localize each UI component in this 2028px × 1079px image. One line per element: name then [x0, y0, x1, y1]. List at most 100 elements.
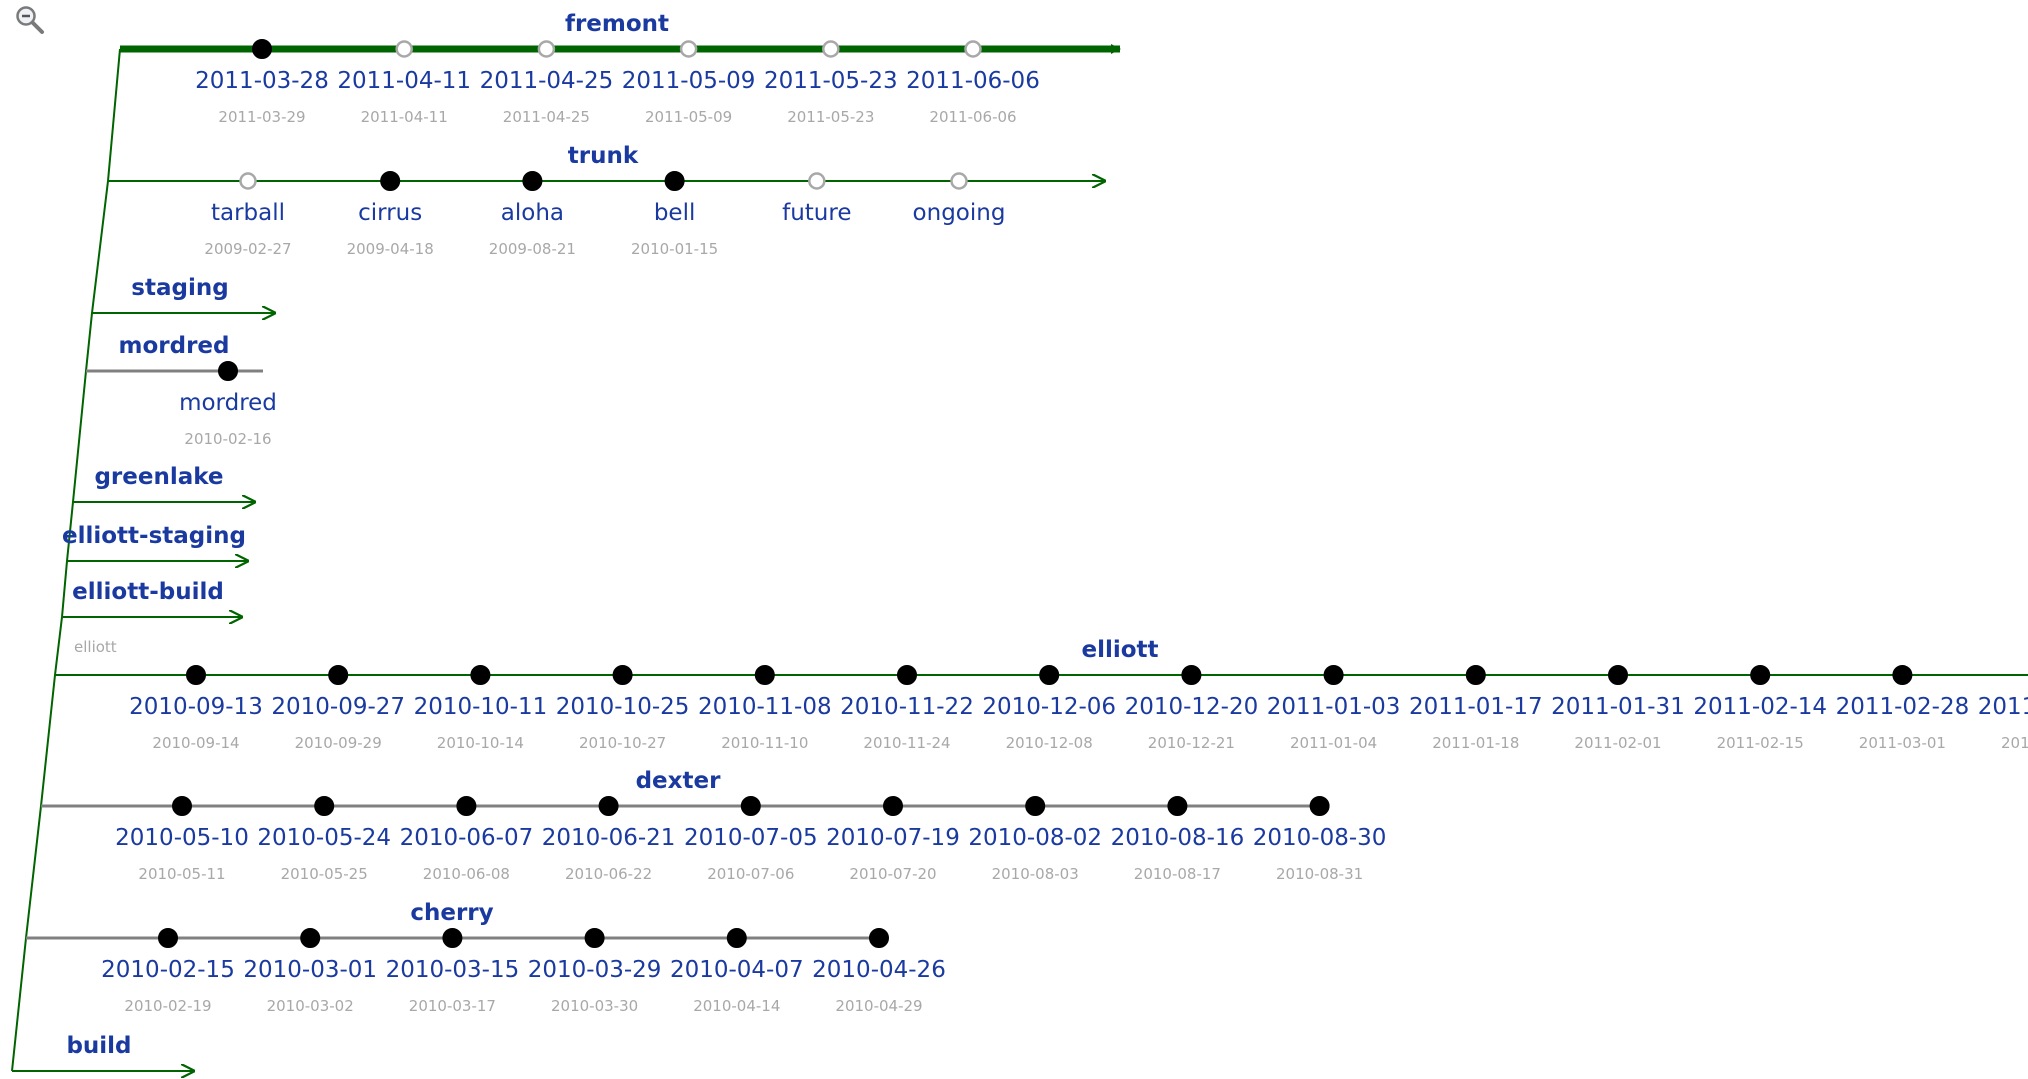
milestone-2010-03-29[interactable]: 2010-03-29 2010-03-30: [528, 928, 662, 1016]
branch-name-label[interactable]: elliott-staging: [62, 523, 246, 549]
milestone-node-filled[interactable]: [1039, 665, 1060, 685]
milestone-label[interactable]: 2011-02-28: [1836, 694, 1970, 720]
milestone-node-filled[interactable]: [584, 928, 605, 948]
branch-name-label[interactable]: elliott: [1081, 637, 1158, 663]
milestone-2010-04-26[interactable]: 2010-04-26 2010-04-29: [812, 928, 946, 1016]
milestone-label[interactable]: aloha: [501, 200, 564, 226]
milestone-2010-03-15[interactable]: 2010-03-15 2010-03-17: [386, 928, 520, 1016]
milestone-label[interactable]: 2010-11-08: [698, 694, 832, 720]
milestone-2010-11-22[interactable]: 2010-11-22 2010-11-24: [840, 665, 974, 753]
milestone-node-filled[interactable]: [754, 665, 775, 685]
milestone-node-filled[interactable]: [186, 665, 206, 685]
milestone-2010-04-07[interactable]: 2010-04-07 2010-04-14: [670, 928, 804, 1016]
milestone-bell[interactable]: bell 2010-01-15: [631, 171, 718, 259]
milestone-2010-06-07[interactable]: 2010-06-07 2010-06-08: [400, 796, 534, 884]
milestone-node-open[interactable]: [822, 40, 840, 58]
milestone-label[interactable]: 2010-09-13: [129, 694, 263, 720]
milestone-2010-09-27[interactable]: 2010-09-27 2010-09-29: [271, 665, 405, 753]
milestone-label[interactable]: 2010-03-15: [386, 957, 520, 983]
milestone-node-filled[interactable]: [897, 665, 917, 685]
milestone-2011-04-25[interactable]: 2011-04-25 2011-04-25: [480, 40, 614, 127]
milestone-label[interactable]: 2011-04-11: [337, 68, 471, 94]
milestone-2011-02-28[interactable]: 2011-02-28 2011-03-01: [1836, 665, 1970, 753]
milestone-2010-08-16[interactable]: 2010-08-16 2010-08-17: [1111, 796, 1245, 884]
milestone-future[interactable]: future: [782, 172, 851, 227]
milestone-label[interactable]: future: [782, 200, 851, 226]
milestone-label[interactable]: 2010-04-07: [670, 957, 804, 983]
branch-name-label[interactable]: fremont: [565, 11, 669, 37]
milestone-2010-08-30[interactable]: 2010-08-30 2010-08-31: [1253, 796, 1387, 884]
milestone-node-filled[interactable]: [456, 796, 477, 816]
branch-trunk[interactable]: trunk tarball 2009-02-27 cirrus 2009-04-18 al…: [108, 143, 1106, 258]
milestone-2010-02-15[interactable]: 2010-02-15 2010-02-19: [101, 928, 235, 1016]
milestone-label[interactable]: 2010-08-02: [968, 825, 1102, 851]
milestone-label[interactable]: 2010-07-05: [684, 825, 818, 851]
branch-name-label[interactable]: cherry: [410, 900, 493, 926]
milestone-2011-03-28[interactable]: 2011-03-28 2011-03-29: [195, 39, 329, 127]
milestone-label[interactable]: 2011-05-09: [622, 68, 756, 94]
milestone-2010-03-01[interactable]: 2010-03-01 2010-03-02: [243, 928, 377, 1016]
branch-greenlake[interactable]: greenlake: [73, 464, 256, 502]
milestone-node-filled[interactable]: [1608, 665, 1628, 685]
milestone-node-filled[interactable]: [328, 665, 349, 685]
milestone-label[interactable]: 2011-01-31: [1551, 694, 1685, 720]
milestone-label[interactable]: 2011-04-25: [480, 68, 614, 94]
milestone-label[interactable]: 2010-02-15: [101, 957, 235, 983]
milestone-label[interactable]: 2010-03-01: [243, 957, 377, 983]
milestone-2010-05-10[interactable]: 2010-05-10 2010-05-11: [115, 796, 249, 884]
milestone-node-filled[interactable]: [1167, 796, 1188, 816]
milestone-label[interactable]: 2010-03-29: [528, 957, 662, 983]
milestone-2011-03-14[interactable]: 2011-03-14 2011-03-15: [1978, 666, 2028, 753]
milestone-node-filled[interactable]: [172, 796, 192, 816]
milestone-node-filled[interactable]: [522, 171, 543, 191]
branch-elliott[interactable]: elliottelliott2010-09-132010-09-142010-0…: [55, 637, 2028, 752]
milestone-node-filled[interactable]: [883, 796, 903, 816]
zoom-out-icon[interactable]: [14, 4, 46, 36]
milestone-2011-04-11[interactable]: 2011-04-11 2011-04-11: [337, 40, 471, 127]
branch-name-label[interactable]: greenlake: [94, 464, 223, 490]
milestone-label[interactable]: 2011-01-03: [1267, 694, 1401, 720]
milestone-node-filled[interactable]: [380, 171, 401, 191]
milestone-node-filled[interactable]: [470, 665, 491, 685]
branch-fremont[interactable]: fremont2011-03-282011-03-292011-04-11201…: [120, 11, 1121, 127]
branch-name-label[interactable]: staging: [131, 275, 228, 301]
milestone-2010-12-20[interactable]: 2010-12-20 2010-12-21: [1125, 665, 1259, 753]
milestone-label[interactable]: 2010-05-24: [257, 825, 391, 851]
milestone-2010-11-08[interactable]: 2010-11-08 2010-11-10: [698, 665, 832, 753]
milestone-node-filled[interactable]: [218, 361, 238, 381]
branch-name-label[interactable]: trunk: [568, 143, 639, 169]
branch-mordred[interactable]: mordred mordred 2010-02-16: [86, 333, 277, 448]
milestone-2010-08-02[interactable]: 2010-08-02 2010-08-03: [968, 796, 1102, 884]
milestone-2010-05-24[interactable]: 2010-05-24 2010-05-25: [257, 796, 391, 884]
milestone-node-open[interactable]: [239, 172, 257, 190]
milestone-2011-02-14[interactable]: 2011-02-14 2011-02-15: [1693, 665, 1827, 753]
milestone-label[interactable]: 2010-06-21: [542, 825, 676, 851]
milestone-label[interactable]: tarball: [211, 200, 285, 226]
milestone-node-open[interactable]: [808, 172, 826, 190]
milestone-2011-01-31[interactable]: 2011-01-31 2011-02-01: [1551, 665, 1685, 753]
milestone-node-filled[interactable]: [158, 928, 178, 948]
milestone-node-filled[interactable]: [664, 171, 685, 191]
milestone-node-filled[interactable]: [612, 665, 633, 685]
milestone-node-filled[interactable]: [1025, 796, 1046, 816]
milestone-node-filled[interactable]: [442, 928, 463, 948]
milestone-node-filled[interactable]: [598, 796, 619, 816]
milestone-2010-06-21[interactable]: 2010-06-21 2010-06-22: [542, 796, 676, 884]
milestone-node-filled[interactable]: [1181, 665, 1202, 685]
milestone-label[interactable]: 2011-03-14: [1978, 694, 2028, 720]
milestone-mordred[interactable]: mordred 2010-02-16: [179, 361, 277, 449]
milestone-label[interactable]: 2011-06-06: [906, 68, 1040, 94]
milestone-label[interactable]: 2010-11-22: [840, 694, 974, 720]
branch-dexter[interactable]: dexter2010-05-102010-05-112010-05-242010…: [41, 768, 1386, 883]
milestone-2010-10-25[interactable]: 2010-10-25 2010-10-27: [556, 665, 690, 753]
milestone-node-filled[interactable]: [726, 928, 747, 948]
milestone-node-filled[interactable]: [1750, 665, 1771, 685]
milestone-node-filled[interactable]: [300, 928, 321, 948]
milestone-label[interactable]: 2010-07-19: [826, 825, 960, 851]
milestone-node-filled[interactable]: [869, 928, 889, 948]
milestone-node-filled[interactable]: [1309, 796, 1330, 816]
milestone-node-filled[interactable]: [314, 796, 335, 816]
milestone-label[interactable]: 2011-02-14: [1693, 694, 1827, 720]
milestone-label[interactable]: 2011-01-17: [1409, 694, 1543, 720]
milestone-node-filled[interactable]: [252, 39, 272, 59]
